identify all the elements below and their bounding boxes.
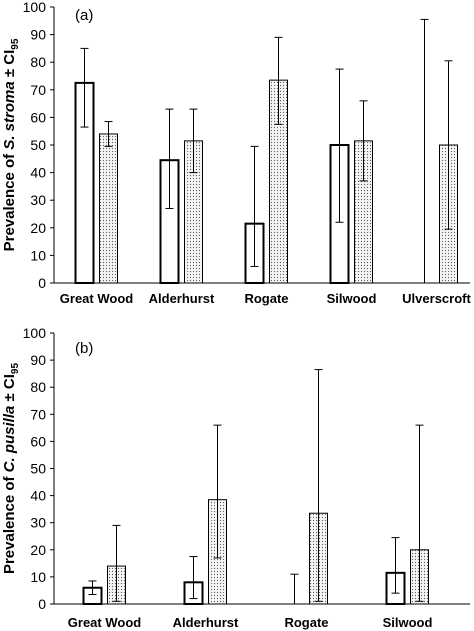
y-tick-label: 0 [38,596,46,612]
y-tick-label: 20 [30,542,46,558]
panel-b: 0 10 20 30 40 50 60 70 80 90 100 (b) Prevalence of C… [1,325,470,630]
category-label: Alderhurst [173,615,239,630]
y-tick-label: 80 [30,379,46,395]
y-tick-label: 100 [23,0,47,15]
category-label: Rogate [244,291,288,306]
y-tick-label: 30 [30,515,46,531]
y-tick-label: 10 [30,247,46,263]
y-tick-label: 50 [30,137,46,153]
y-tick-label: 0 [38,275,46,291]
y-tick-label: 60 [30,109,46,125]
y-tick-label: 20 [30,220,46,236]
y-tick-label: 40 [30,488,46,504]
category-label: Silwood [383,615,433,630]
category-label: Great Wood [68,615,141,630]
y-tick-label: 70 [30,82,46,98]
y-tick-label: 30 [30,192,46,208]
y-tick-label: 80 [30,54,46,70]
category-label: Rogate [284,615,328,630]
panel-label: (b) [75,340,93,357]
category-label: Great Wood [60,291,133,306]
y-tick-label: 100 [23,325,47,341]
category-label: Ulverscroft [402,291,471,306]
y-tick-label: 50 [30,461,46,477]
y-tick-label: 60 [30,433,46,449]
category-label: Silwood [327,291,377,306]
y-axis-label: Prevalence of S. stroma ± CI95 [1,38,21,251]
y-tick-label: 90 [30,27,46,43]
y-tick-label: 40 [30,165,46,181]
bar-dotted [99,133,118,284]
y-axis-label: Prevalence of C. pusilla ± CI95 [1,363,21,575]
y-tick-label: 10 [30,569,46,585]
y-tick-label: 90 [30,352,46,368]
panel-label: (a) [75,7,93,24]
y-tick-label: 70 [30,406,46,422]
panel-a: 0 10 20 30 40 50 60 70 80 90 100 (a) Prevalence of S… [1,0,471,306]
category-label: Alderhurst [149,291,215,306]
